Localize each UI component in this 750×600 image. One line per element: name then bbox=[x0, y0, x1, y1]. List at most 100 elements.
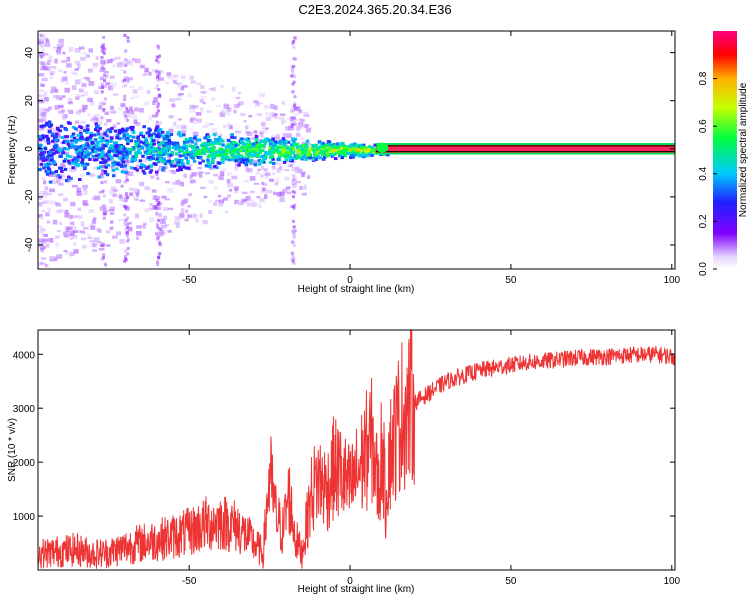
spectrogram-cell bbox=[220, 168, 227, 172]
spectrogram-cell bbox=[102, 51, 106, 55]
spectrogram-cell bbox=[87, 68, 93, 73]
spectrogram-cell bbox=[58, 69, 63, 73]
spectrogram-cell bbox=[246, 154, 251, 158]
spectrogram-cell bbox=[56, 147, 61, 151]
spectrogram-cell bbox=[105, 134, 109, 138]
spectrogram-cell bbox=[149, 143, 153, 147]
spectrogram-cell bbox=[352, 142, 357, 146]
spectrogram-cell bbox=[39, 153, 43, 157]
spectrogram-cell bbox=[201, 159, 205, 163]
spectrogram-cell bbox=[103, 79, 107, 83]
spectrogram-cell bbox=[98, 229, 102, 233]
spectrogram-cell bbox=[194, 154, 199, 158]
spectrogram-cell bbox=[207, 142, 211, 146]
spectrogram-cell bbox=[177, 132, 181, 136]
spectrogram-cell bbox=[125, 109, 129, 113]
spectrogram-cell bbox=[300, 136, 305, 141]
spectrogram-cell bbox=[92, 249, 98, 252]
spectrogram-cell bbox=[182, 126, 188, 129]
spectrogram-cell bbox=[101, 101, 105, 105]
spectrogram-cell bbox=[286, 191, 292, 195]
spectrogram-cell bbox=[52, 152, 56, 156]
spectrogram-cell bbox=[292, 235, 296, 239]
spectrogram-cell bbox=[46, 150, 51, 154]
spectrogram-cell bbox=[126, 163, 130, 167]
spectrogram-cell bbox=[89, 101, 95, 106]
spectrogram-cell bbox=[167, 138, 172, 142]
spectrogram-cell bbox=[292, 65, 296, 69]
spectrogram-cell bbox=[171, 170, 176, 175]
spectrogram-cell bbox=[166, 131, 170, 135]
spectrogram-cell bbox=[300, 147, 304, 151]
spectrogram-cell bbox=[124, 206, 128, 210]
spectrogram-cell bbox=[149, 207, 154, 211]
spectrogram-cell bbox=[179, 146, 184, 150]
spectrogram-cell bbox=[293, 95, 297, 99]
spectrogram-cell bbox=[107, 152, 111, 156]
spectrogram-cell bbox=[288, 157, 292, 161]
spectrogram-cell bbox=[105, 74, 109, 79]
spectrogram-cell bbox=[106, 163, 111, 167]
spectrogram-cell bbox=[260, 189, 267, 194]
spectrogram-cell bbox=[286, 185, 291, 189]
spectrogram-cell bbox=[124, 115, 129, 120]
spectrogram-x-axis-label: Height of straight line (km) bbox=[298, 284, 415, 295]
spectrogram-cell bbox=[81, 137, 86, 141]
spectrogram-cell bbox=[79, 145, 84, 149]
spectrogram-cell bbox=[304, 157, 308, 161]
spectrogram-cell bbox=[256, 196, 261, 199]
snr-y-tick-label: 3000 bbox=[13, 404, 36, 415]
spectrogram-cell bbox=[138, 182, 144, 187]
spectrogram-cell bbox=[144, 207, 149, 213]
spectrogram-cell bbox=[189, 155, 193, 159]
spectrogram-cell bbox=[138, 108, 143, 112]
spectrogram-cell bbox=[46, 141, 51, 145]
spectrogram-cell bbox=[184, 137, 189, 141]
spectrogram-cell bbox=[83, 203, 89, 207]
spectrogram-cell bbox=[160, 224, 167, 229]
spectrogram-cell bbox=[109, 226, 114, 230]
spectrogram-cell bbox=[221, 143, 225, 147]
spectrogram-cell bbox=[103, 97, 107, 101]
spectrogram-cell bbox=[91, 148, 96, 152]
spectrogram-cell bbox=[40, 193, 47, 199]
spectrogram-cell bbox=[70, 221, 75, 226]
spectrogram-cell bbox=[292, 243, 296, 247]
spectrogram-cell bbox=[213, 151, 218, 155]
spectrogram-cell bbox=[38, 214, 43, 218]
spectrogram-cell bbox=[322, 155, 327, 159]
spectrogram-cell bbox=[117, 156, 122, 160]
spectrogram-cell bbox=[318, 141, 323, 145]
spectrogram-cell bbox=[293, 229, 297, 233]
spectrogram-cell bbox=[71, 234, 78, 239]
spectrogram-cell bbox=[90, 225, 96, 230]
spectrogram-cell bbox=[166, 152, 170, 156]
spectrogram-cell bbox=[66, 63, 72, 68]
spectrogram-cell bbox=[101, 157, 105, 161]
spectrogram-cell bbox=[202, 125, 208, 128]
spectrogram-cell bbox=[286, 134, 292, 139]
spectrogram-cell bbox=[103, 144, 107, 148]
spectrogram-cell bbox=[100, 149, 104, 153]
spectrogram-cell bbox=[75, 120, 79, 124]
spectrogram-cell bbox=[287, 125, 293, 131]
spectrogram-cell bbox=[142, 222, 147, 226]
spectrogram-cell bbox=[126, 59, 131, 64]
spectrogram-cell bbox=[281, 101, 285, 105]
spectrogram-cell bbox=[307, 149, 311, 153]
spectrogram-cell bbox=[244, 160, 249, 164]
spectrogram-cell bbox=[292, 35, 296, 39]
spectrogram-cell bbox=[56, 229, 62, 233]
spectrogram-cell bbox=[279, 195, 285, 199]
spectrogram-cell bbox=[103, 212, 107, 216]
spectrogram-cell bbox=[123, 154, 127, 158]
spectrogram-cell bbox=[274, 181, 279, 186]
spectrogram-cell bbox=[251, 153, 256, 157]
spectrogram-cell bbox=[98, 85, 104, 89]
spectrogram-cell bbox=[165, 135, 169, 139]
spectrogram-cell bbox=[93, 237, 100, 242]
spectrogram-cell bbox=[104, 165, 108, 169]
spectrogram-cell bbox=[155, 211, 159, 215]
spectrogram-cell bbox=[45, 243, 50, 248]
spectrogram-cell bbox=[290, 205, 294, 209]
